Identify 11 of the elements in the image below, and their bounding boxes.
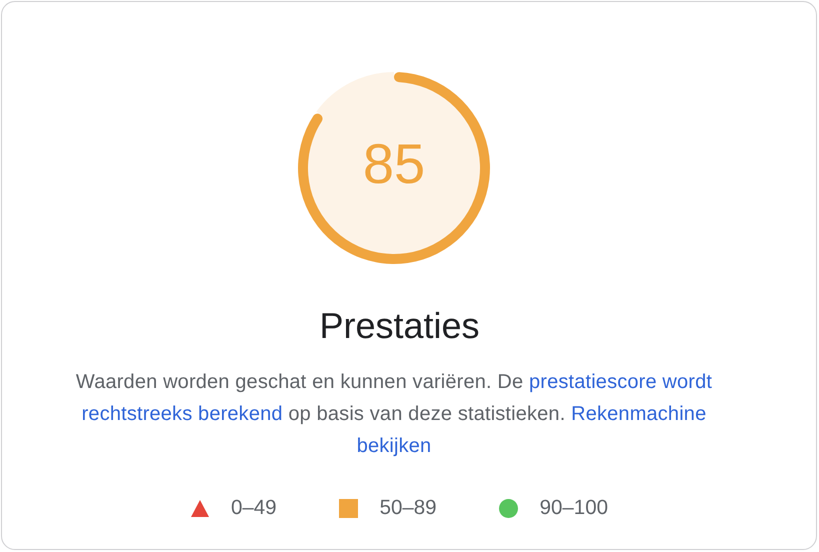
text: 0–49 (230, 496, 277, 520)
text: 50–89 (380, 496, 437, 520)
text: Prestaties (318, 305, 481, 346)
text: rechtstreeks berekend (82, 403, 283, 425)
text: Waarden worden geschat en kunnen variëren. De (76, 371, 524, 393)
text: prestatiescore wordt (529, 371, 712, 393)
data-label: 85 (362, 132, 426, 195)
text: bekijken (356, 435, 432, 457)
text: op basis van deze statistieken. (288, 403, 566, 425)
text: 90–100 (540, 496, 608, 520)
text: Rekenmachine (571, 403, 706, 425)
